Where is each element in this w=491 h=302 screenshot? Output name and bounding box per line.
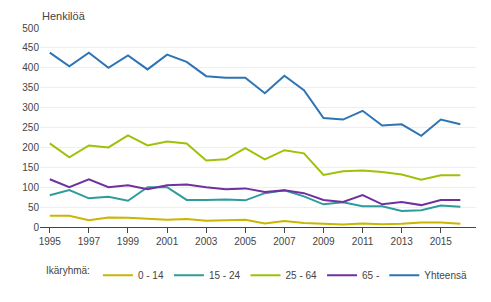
svg-text:50: 50 xyxy=(28,202,40,213)
svg-text:500: 500 xyxy=(22,23,39,34)
svg-text:Henkilöä: Henkilöä xyxy=(42,10,86,22)
svg-text:2005: 2005 xyxy=(234,236,257,247)
svg-text:25 - 64: 25 - 64 xyxy=(285,270,317,281)
svg-text:65 -: 65 - xyxy=(362,270,379,281)
svg-text:100: 100 xyxy=(22,182,39,193)
svg-text:350: 350 xyxy=(22,82,39,93)
svg-text:Yhteensä: Yhteensä xyxy=(424,270,467,281)
svg-text:0 - 14: 0 - 14 xyxy=(138,270,164,281)
svg-text:0: 0 xyxy=(33,222,39,233)
svg-text:150: 150 xyxy=(22,162,39,173)
svg-text:Ikäryhmä:: Ikäryhmä: xyxy=(46,265,90,276)
svg-text:2003: 2003 xyxy=(195,236,218,247)
svg-text:2013: 2013 xyxy=(391,236,414,247)
svg-text:200: 200 xyxy=(22,142,39,153)
svg-text:2009: 2009 xyxy=(312,236,335,247)
svg-text:15 - 24: 15 - 24 xyxy=(209,270,241,281)
svg-text:400: 400 xyxy=(22,62,39,73)
svg-text:250: 250 xyxy=(22,122,39,133)
svg-text:450: 450 xyxy=(22,42,39,53)
svg-text:2001: 2001 xyxy=(156,236,179,247)
svg-text:2007: 2007 xyxy=(273,236,296,247)
svg-text:1995: 1995 xyxy=(39,236,62,247)
svg-text:2011: 2011 xyxy=(352,236,374,247)
svg-text:1997: 1997 xyxy=(78,236,101,247)
svg-text:1999: 1999 xyxy=(117,236,140,247)
svg-text:2015: 2015 xyxy=(430,236,453,247)
svg-text:300: 300 xyxy=(22,102,39,113)
